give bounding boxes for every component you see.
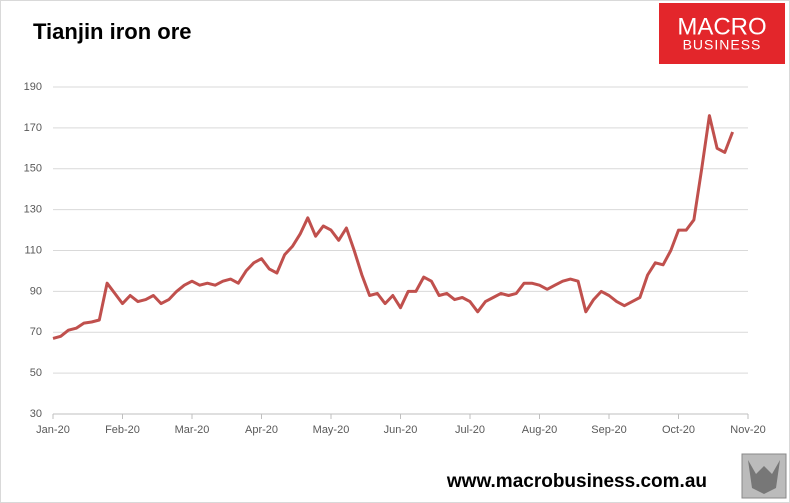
y-tick-label: 50	[30, 367, 42, 379]
y-tick-label: 90	[30, 285, 42, 297]
x-tick-label: Jul-20	[455, 424, 485, 436]
x-tick-label: Apr-20	[245, 424, 278, 436]
x-tick-label: Jan-20	[36, 424, 70, 436]
logo-text: BUSINESS	[683, 37, 762, 53]
y-tick-label: 170	[24, 122, 42, 134]
x-tick-label: Oct-20	[662, 424, 695, 436]
source: www.macrobusiness.com.au	[446, 471, 707, 492]
x-tick-label: Feb-20	[105, 424, 140, 436]
y-tick-label: 150	[24, 163, 42, 175]
y-tick-label: 30	[30, 408, 42, 420]
fox-face	[748, 460, 780, 494]
x-tick-label: May-20	[313, 424, 350, 436]
logo-text: MACRO	[677, 13, 766, 40]
x-tick-label: Sep-20	[591, 424, 626, 436]
y-tick-label: 130	[24, 204, 42, 216]
x-tick-label: Mar-20	[175, 424, 210, 436]
chart-title: Tianjin iron ore	[33, 19, 192, 44]
logo-box	[659, 3, 785, 64]
y-tick-label: 110	[24, 244, 42, 256]
y-tick-label: 190	[24, 81, 42, 93]
x-tick-label: Jun-20	[384, 424, 418, 436]
x-tick-label: Aug-20	[522, 424, 557, 436]
x-tick-label: Nov-20	[730, 424, 765, 436]
series-line	[52, 114, 735, 340]
y-tick-label: 70	[30, 326, 42, 338]
